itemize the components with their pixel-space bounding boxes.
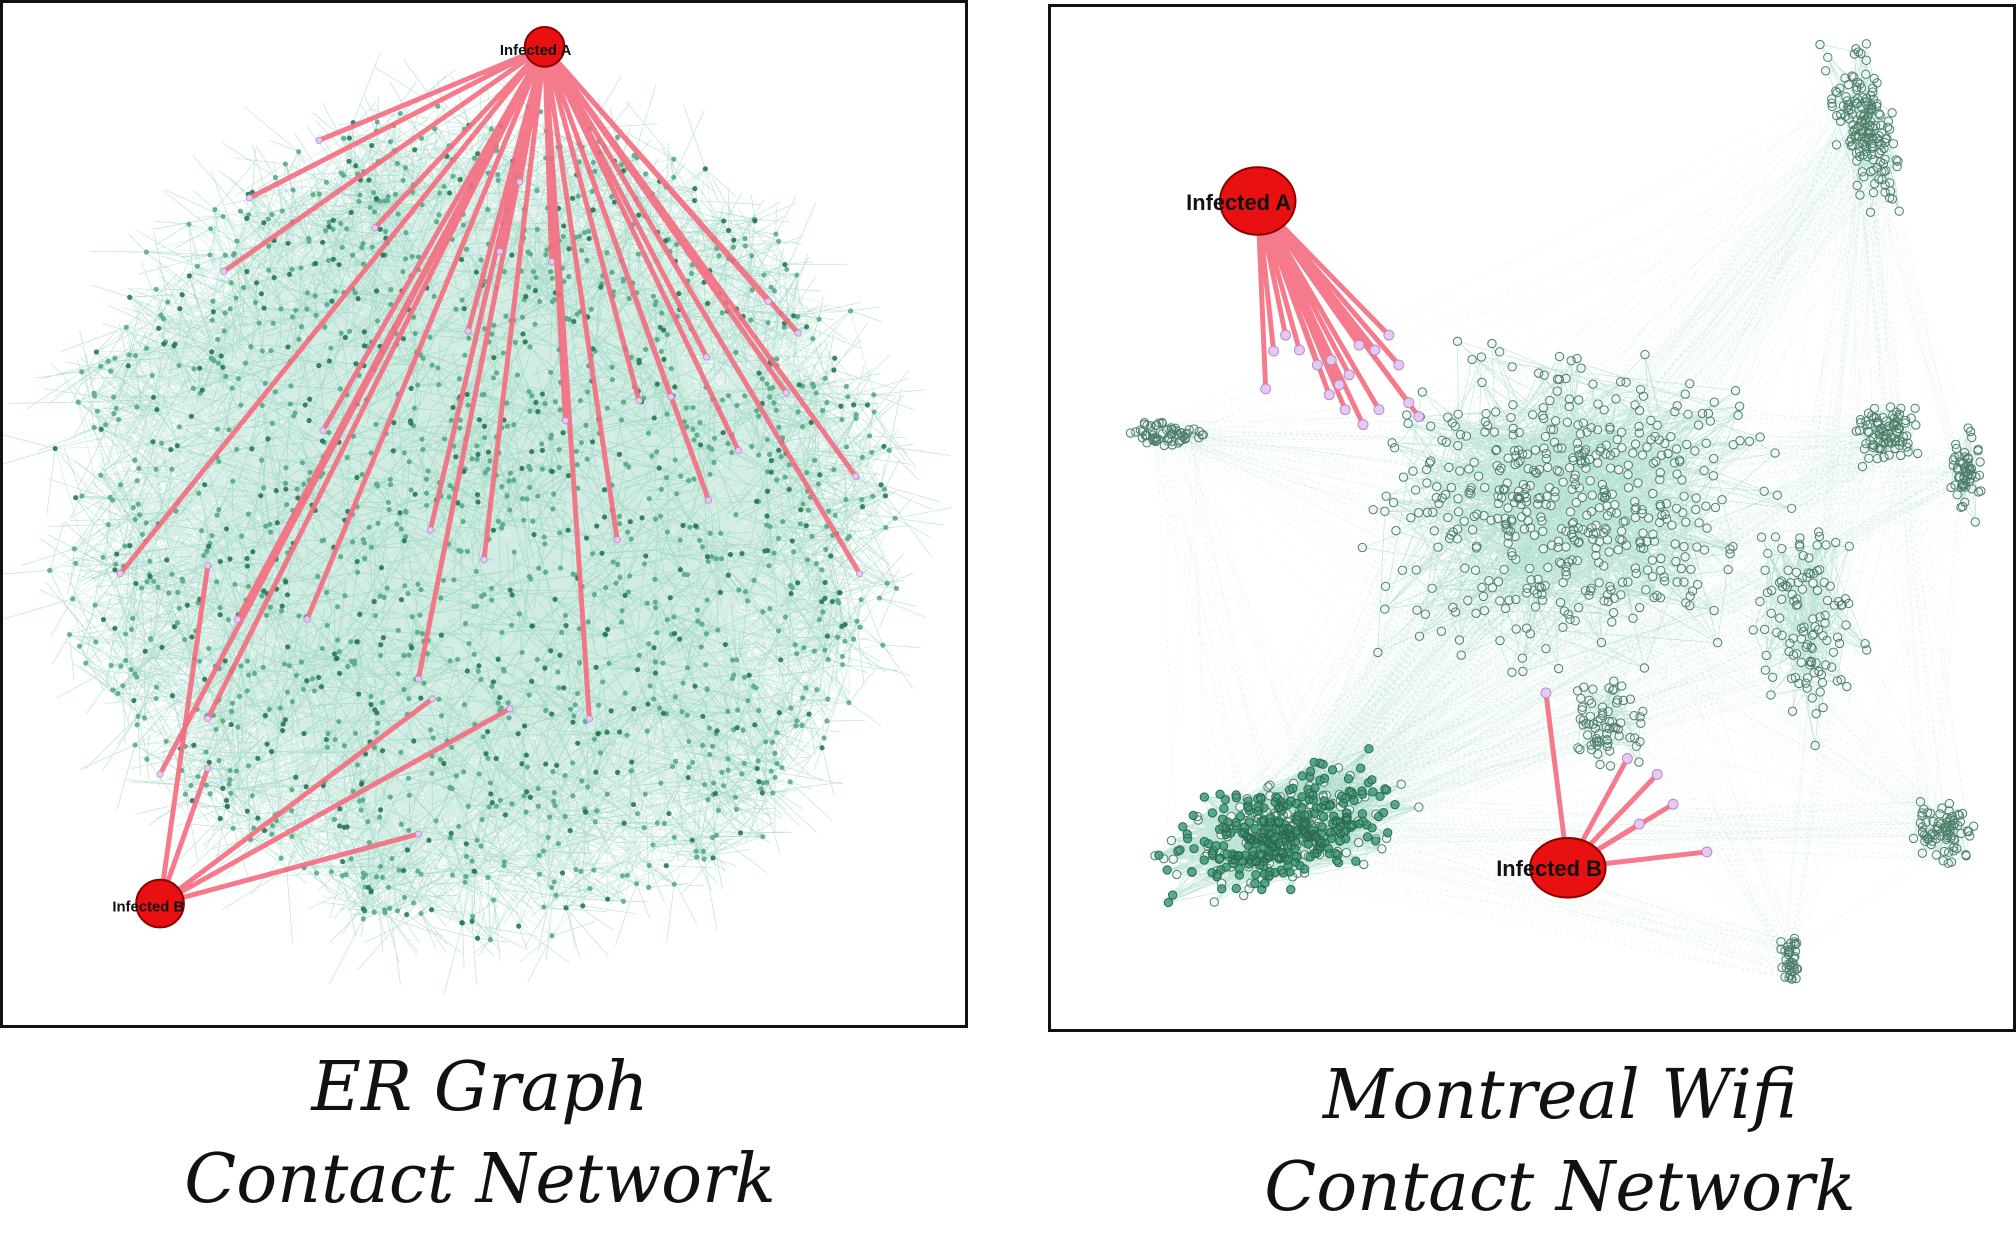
er-infection-edges (117, 44, 863, 907)
montreal-caption-line2: Contact Network (1264, 1148, 1856, 1227)
montreal-infected-b-label: Infected B (1496, 856, 1602, 881)
montreal-caption: Montreal Wifi Contact Network (1140, 1050, 1980, 1234)
er-graph-diagram: Infected A Infected B (3, 26, 952, 996)
montreal-background-nodes (1125, 39, 1986, 984)
montreal-wifi-panel: Infected A Infected B (1048, 4, 2016, 1032)
er-infected-b-node (135, 878, 185, 929)
er-contact-nodes (116, 136, 864, 838)
er-infected-b-label: Infected B (112, 900, 184, 916)
montreal-infected-b-node (1529, 837, 1607, 899)
montreal-wifi-diagram: Infected A Infected B (1125, 39, 1986, 984)
montreal-infected-a-node (1218, 166, 1297, 236)
montreal-infection-edges (1255, 198, 1710, 871)
er-graph-panel: Infected A Infected B (0, 0, 968, 1028)
montreal-caption-line1: Montreal Wifi (1322, 1056, 1798, 1135)
er-graph-caption: ER Graph Contact Network (100, 1042, 860, 1226)
montreal-infected-a-label: Infected A (1186, 190, 1291, 215)
montreal-contact-nodes (1260, 329, 1713, 858)
er-infected-a-label: Infected A (500, 43, 572, 59)
er-caption-line1: ER Graph (311, 1048, 649, 1127)
er-caption-line2: Contact Network (184, 1140, 776, 1219)
er-infected-a-node (523, 26, 566, 68)
